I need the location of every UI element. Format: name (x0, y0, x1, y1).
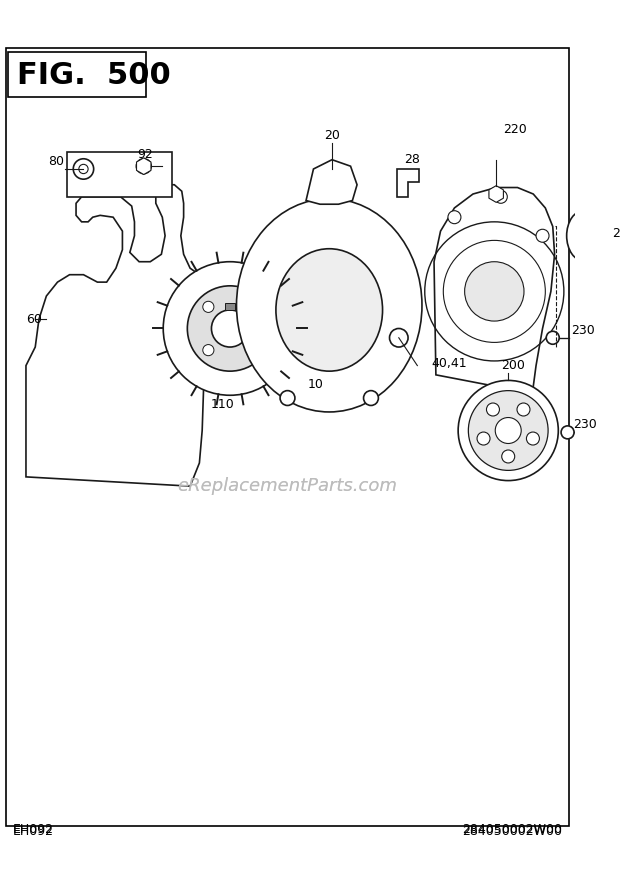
Circle shape (203, 302, 214, 312)
Text: 20: 20 (324, 129, 340, 142)
Circle shape (490, 188, 503, 200)
Circle shape (280, 391, 295, 406)
Circle shape (79, 164, 88, 174)
Ellipse shape (567, 211, 602, 261)
Text: 40,41: 40,41 (432, 357, 467, 371)
Circle shape (389, 329, 408, 347)
Circle shape (561, 426, 574, 439)
Polygon shape (434, 188, 555, 393)
Text: 110: 110 (211, 398, 234, 411)
Text: EH092: EH092 (13, 822, 54, 836)
Circle shape (363, 391, 378, 406)
Polygon shape (26, 184, 215, 486)
Polygon shape (306, 160, 357, 205)
Circle shape (458, 380, 558, 481)
Polygon shape (225, 302, 234, 310)
Circle shape (246, 302, 257, 312)
Circle shape (468, 391, 548, 470)
Circle shape (163, 261, 297, 395)
Text: 220: 220 (503, 122, 526, 135)
Text: 92: 92 (137, 148, 153, 161)
Circle shape (494, 191, 507, 204)
Text: FIG.  500: FIG. 500 (17, 61, 171, 90)
Polygon shape (489, 185, 503, 203)
Circle shape (136, 159, 151, 174)
Text: EH092: EH092 (13, 825, 54, 837)
Circle shape (477, 432, 490, 445)
Text: 284050002W00: 284050002W00 (462, 822, 562, 836)
Ellipse shape (236, 198, 422, 412)
Text: 28: 28 (404, 153, 420, 166)
Bar (8, 52, 146, 97)
Circle shape (73, 159, 94, 179)
Circle shape (448, 211, 461, 224)
Text: eReplacementParts.com: eReplacementParts.com (177, 477, 397, 496)
Circle shape (187, 286, 273, 371)
Circle shape (536, 229, 549, 242)
Circle shape (517, 403, 530, 416)
Circle shape (246, 344, 257, 356)
Circle shape (502, 450, 515, 463)
Ellipse shape (276, 249, 383, 371)
Circle shape (464, 261, 524, 321)
Circle shape (487, 403, 500, 416)
Polygon shape (397, 169, 419, 197)
Text: 284050002W00: 284050002W00 (462, 825, 562, 837)
Polygon shape (136, 158, 151, 175)
Text: 21: 21 (612, 227, 620, 240)
Text: eReplacementParts.com: eReplacementParts.com (177, 477, 397, 496)
Circle shape (203, 344, 214, 356)
Text: 200: 200 (501, 359, 525, 372)
Polygon shape (67, 152, 172, 197)
Text: 230: 230 (571, 324, 595, 336)
Text: 60: 60 (26, 313, 42, 326)
Circle shape (526, 432, 539, 445)
Text: 10: 10 (308, 378, 323, 391)
Circle shape (546, 331, 559, 344)
Text: 80: 80 (48, 155, 64, 168)
Circle shape (211, 310, 249, 347)
Circle shape (495, 418, 521, 443)
Text: 230: 230 (573, 419, 597, 432)
